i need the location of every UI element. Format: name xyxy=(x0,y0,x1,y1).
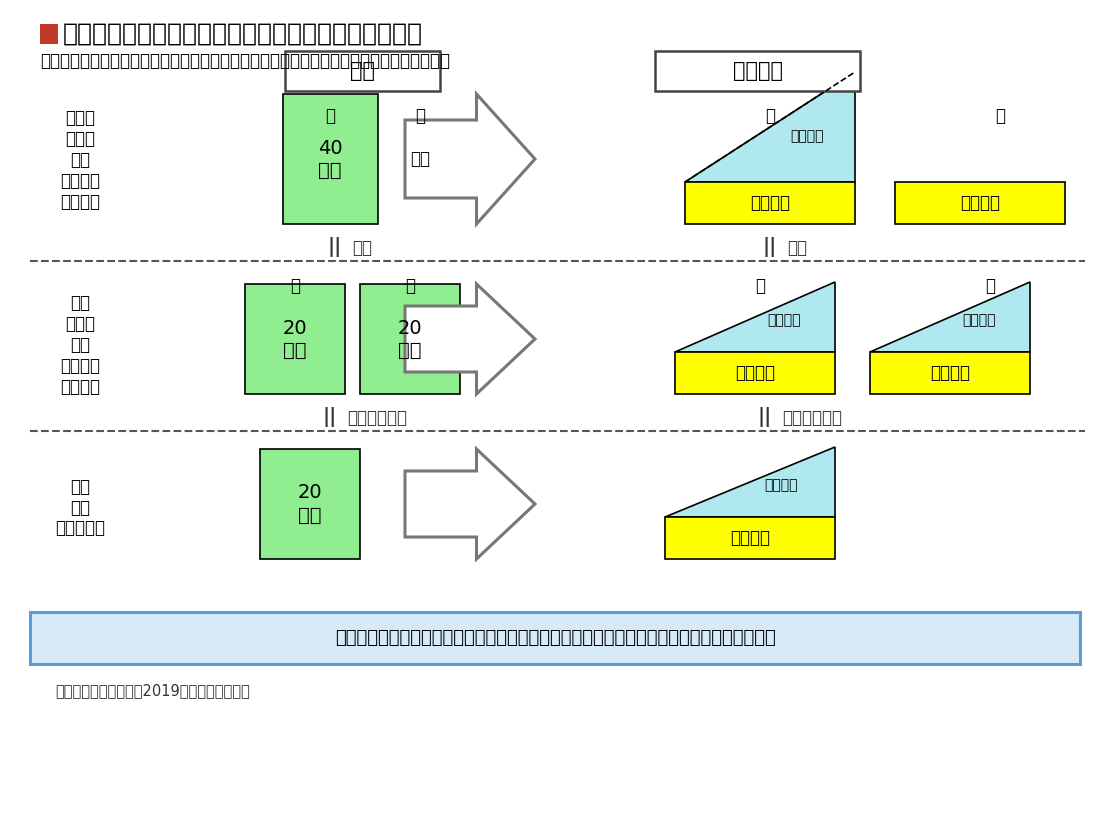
Text: 厚生年金: 厚生年金 xyxy=(767,314,801,327)
Bar xyxy=(30,612,1080,664)
Text: 40
万円: 40 万円 xyxy=(318,138,342,180)
Text: 厚生年金: 厚生年金 xyxy=(763,478,798,492)
Text: 妻: 妻 xyxy=(984,277,996,295)
Text: 単身
世帯
（１人分）: 単身 世帯 （１人分） xyxy=(55,477,104,537)
Text: 妻: 妻 xyxy=(405,277,415,295)
Text: 夫: 夫 xyxy=(290,277,300,295)
Text: 夫: 夫 xyxy=(324,107,336,125)
Polygon shape xyxy=(405,284,535,394)
Bar xyxy=(283,94,377,224)
Text: 夫: 夫 xyxy=(755,277,764,295)
Bar xyxy=(895,182,1065,224)
Text: 賃金水準（１人あたり）が同じ世帯における公的年金の負担と給付の構造（図による例示）: 賃金水準（１人あたり）が同じ世帯における公的年金の負担と給付の構造（図による例示… xyxy=(40,52,450,70)
Text: ||: || xyxy=(328,237,342,257)
Bar xyxy=(260,449,360,559)
Text: 基礎年金: 基礎年金 xyxy=(960,194,1000,212)
Bar xyxy=(675,352,835,394)
Polygon shape xyxy=(666,447,835,517)
Bar xyxy=(666,517,835,559)
Text: 夫のみ
就労の
世帯
（夫、妻
２人分）: 夫のみ 就労の 世帯 （夫、妻 ２人分） xyxy=(60,109,100,211)
Polygon shape xyxy=(870,282,1030,352)
Text: 同じ: 同じ xyxy=(352,239,372,257)
Text: 賃金: 賃金 xyxy=(350,61,375,81)
Polygon shape xyxy=(405,449,535,559)
Polygon shape xyxy=(685,72,855,182)
Bar xyxy=(285,51,440,91)
Text: 基礎年金: 基礎年金 xyxy=(730,529,770,547)
Text: 厚生年金: 厚生年金 xyxy=(962,314,996,327)
Bar xyxy=(245,284,345,394)
Polygon shape xyxy=(405,94,535,224)
Text: ||: || xyxy=(323,407,337,427)
Bar xyxy=(685,182,855,224)
Text: 妻: 妻 xyxy=(996,107,1005,125)
Text: （出所）厚生労働省「2019年財政検証結果」: （出所）厚生労働省「2019年財政検証結果」 xyxy=(55,684,250,699)
Text: 基礎年金: 基礎年金 xyxy=(735,364,776,382)
Text: 同じ: 同じ xyxy=(786,239,807,257)
Text: １人分は同じ: １人分は同じ xyxy=(346,409,407,427)
Text: ０円: ０円 xyxy=(410,150,430,168)
Text: 年金給付: 年金給付 xyxy=(733,61,782,81)
Text: ||: || xyxy=(763,237,777,257)
Text: １人分は同じ: １人分は同じ xyxy=(782,409,842,427)
Bar xyxy=(360,284,460,394)
Text: 20
万円: 20 万円 xyxy=(398,319,422,359)
Text: 20
万円: 20 万円 xyxy=(283,319,307,359)
Bar xyxy=(870,352,1030,394)
Text: 基礎年金: 基礎年金 xyxy=(930,364,970,382)
Text: 妻: 妻 xyxy=(415,107,425,125)
Text: 公的年金の負担と給付の構造　（世帯類型との関係）: 公的年金の負担と給付の構造 （世帯類型との関係） xyxy=(63,22,424,46)
Text: 基礎年金: 基礎年金 xyxy=(750,194,790,212)
Polygon shape xyxy=(675,282,835,352)
Text: 夫: 夫 xyxy=(764,107,776,125)
Bar xyxy=(40,24,58,44)
Text: 夫婦
共働き
世帯
（夫、妻
２人分）: 夫婦 共働き 世帯 （夫、妻 ２人分） xyxy=(60,294,100,396)
Text: 20
万円: 20 万円 xyxy=(298,483,322,524)
Bar xyxy=(654,51,860,91)
Text: 厚生年金: 厚生年金 xyxy=(791,129,824,143)
Text: ||: || xyxy=(758,407,772,427)
Text: 賃金水準（１人あたり）が同じであれば、どの世帯類型でも年金月額、所得代替率は同じ。: 賃金水準（１人あたり）が同じであれば、どの世帯類型でも年金月額、所得代替率は同じ… xyxy=(334,629,776,647)
